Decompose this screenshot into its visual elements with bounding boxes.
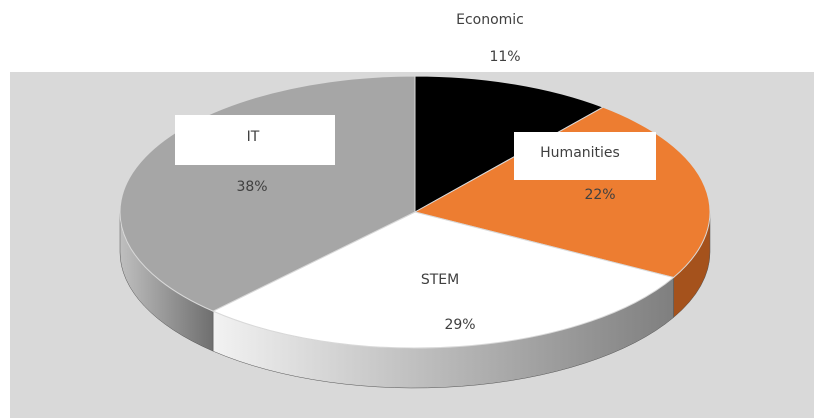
labels: Economic 11% Humanities 22% STEM 29% IT 38% <box>175 12 656 333</box>
category-label: STEM <box>421 272 459 288</box>
label-box <box>175 115 335 165</box>
value-label: 29% <box>444 317 475 333</box>
value-label: 38% <box>236 179 267 195</box>
slice <box>414 75 605 213</box>
category-label: Economic <box>456 12 524 28</box>
value-label: 22% <box>584 187 615 203</box>
value-label: 11% <box>489 49 520 65</box>
label-box <box>514 132 656 180</box>
category-label: IT <box>247 129 260 145</box>
label-box <box>396 250 533 300</box>
category-label: Humanities <box>540 145 620 161</box>
